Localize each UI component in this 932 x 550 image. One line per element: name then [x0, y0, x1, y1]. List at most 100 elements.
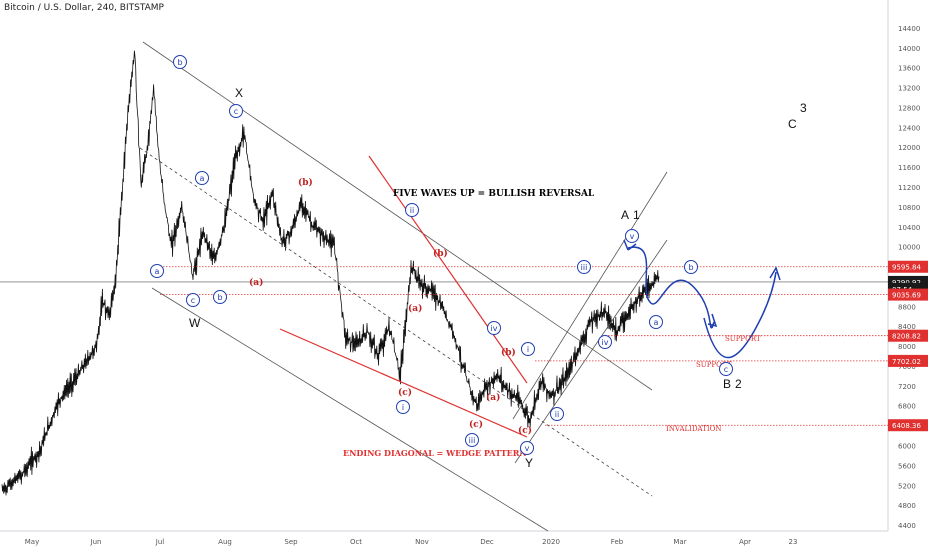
y-tick-label: 5600 [898, 462, 916, 470]
x-tick-label: Aug [218, 538, 232, 546]
price-tags: 9595.849290.9207:549035.698208.827702.02… [888, 260, 928, 432]
price-tag-label: 9035.69 [892, 292, 921, 300]
wave-label-circled: v [630, 232, 635, 241]
price-series [1, 50, 660, 496]
wave-label-circle [195, 171, 209, 185]
wave-label-circle [550, 407, 564, 421]
red-lower-wedge [279, 328, 528, 438]
wave-label-circle [521, 342, 535, 356]
x-tick-label: Oct [350, 538, 362, 546]
x-tick-label: Dec [480, 538, 494, 546]
wave-label-circled: iv [602, 338, 609, 347]
wave-label-circled: c [234, 107, 238, 116]
wave-label-circle [405, 203, 419, 217]
wave-label-circled: iii [581, 263, 588, 272]
mid-channel-line [139, 147, 653, 497]
x-tick-label: Apr [739, 538, 751, 546]
wave-label-circle [625, 229, 639, 243]
wave-label: W [189, 316, 201, 330]
wave-label-red: (a) [408, 303, 422, 314]
wave-label-circle [649, 315, 663, 329]
wave-label-circled: v [525, 444, 530, 453]
rising-channel-lower [514, 239, 668, 464]
wave-label: X [235, 86, 243, 100]
y-tick-label: 7600 [898, 363, 916, 371]
wave-label-circled: i [527, 345, 529, 354]
x-tick-label: Sep [284, 538, 298, 546]
wave-label-circled: a [155, 267, 160, 276]
y-tick-label: 10000 [898, 244, 920, 252]
x-tick-label: Feb [611, 538, 624, 546]
wave-label-circled: b [688, 263, 693, 272]
wave-label-circled: c [191, 296, 195, 305]
y-tick-label: 4400 [898, 522, 916, 530]
y-tick-label: 14400 [898, 25, 920, 33]
y-tick-label: 12000 [898, 144, 920, 152]
lower-channel-line [151, 287, 549, 532]
price-tag-label: 9595.84 [892, 264, 921, 272]
price-tag-box [888, 288, 928, 301]
y-tick-label: 7200 [898, 383, 916, 391]
wave-label-circle [577, 260, 591, 274]
annotation-labels: FIVE WAVES UP = BULLISH REVERSAL ENDING D… [150, 55, 807, 470]
y-tick-label: 8400 [898, 323, 916, 331]
wave-label-circled: iv [491, 324, 498, 333]
y-tick-label: 6000 [898, 443, 916, 451]
wave-label-circle [465, 433, 479, 447]
wave-label-circled: iii [469, 436, 476, 445]
y-tick-label: 10400 [898, 224, 920, 232]
wave-label-circle [520, 441, 534, 455]
y-tick-label: 4800 [898, 502, 916, 510]
wave-label-circle [186, 293, 200, 307]
wave-label-circled: a [654, 318, 659, 327]
wave-label: C [788, 117, 797, 131]
wave-label-circled: ii [410, 206, 414, 215]
y-tick-label: 13600 [898, 65, 920, 73]
wave-label-red: (a) [249, 277, 263, 288]
y-tick-label: 14000 [898, 45, 920, 53]
wave-label: A [621, 208, 629, 222]
wave-label-circle [173, 55, 187, 69]
x-tick-label: Jul [155, 538, 165, 546]
x-tick-label: May [25, 538, 39, 546]
price-tag-label: 6408.36 [892, 422, 921, 430]
rising-channel-upper [512, 171, 668, 420]
x-tick-label: 2020 [542, 538, 560, 546]
y-tick-label: 10800 [898, 204, 920, 212]
y-tick-label: 8800 [898, 303, 916, 311]
y-tick-label: 11600 [898, 164, 920, 172]
wave-label: 1 [633, 208, 640, 222]
wave-label-red: (a) [486, 392, 500, 403]
drawings-layer [0, 41, 888, 532]
wave-label-circled: ii [555, 410, 559, 419]
x-tick-label: Nov [415, 538, 429, 546]
wave-label: Y [525, 456, 533, 470]
x-tick-label: 23 [789, 538, 798, 546]
wave-label-circled: c [724, 365, 728, 374]
annotation-text: SUPPORT [696, 361, 732, 369]
wave-label-circled: b [177, 58, 182, 67]
y-tick-label: 11200 [898, 184, 920, 192]
wave-label-circle [598, 335, 612, 349]
y-tick-label: 12800 [898, 104, 920, 112]
y-tick-label: 13200 [898, 85, 920, 93]
wave-label-red: (c) [398, 387, 412, 398]
wave-label-circle [487, 321, 501, 335]
annotation-text: INVALIDATION [666, 425, 722, 433]
red-upper-wedge [368, 155, 528, 384]
chart-title: Bitcoin / U.S. Dollar, 240, BITSTAMP [4, 3, 164, 13]
price-tag-label: 8208.82 [892, 333, 921, 341]
price-tag-box [888, 260, 928, 273]
wave-label-circle [396, 400, 410, 414]
wave-label: 2 [735, 377, 742, 391]
price-tag-label: 9290.92 [892, 279, 921, 287]
x-tick-label: Mar [673, 538, 686, 546]
y-tick-label: 6800 [898, 403, 916, 411]
wave-label-red: (b) [298, 177, 313, 188]
wave-label-circled: a [200, 174, 205, 183]
price-tag-box [888, 329, 928, 342]
axes: 4400480052005600600064006800720076008000… [0, 0, 920, 546]
wave-label-red: (c) [469, 419, 483, 430]
wave-label-red: (b) [501, 347, 516, 358]
y-tick-label: 5200 [898, 482, 916, 490]
